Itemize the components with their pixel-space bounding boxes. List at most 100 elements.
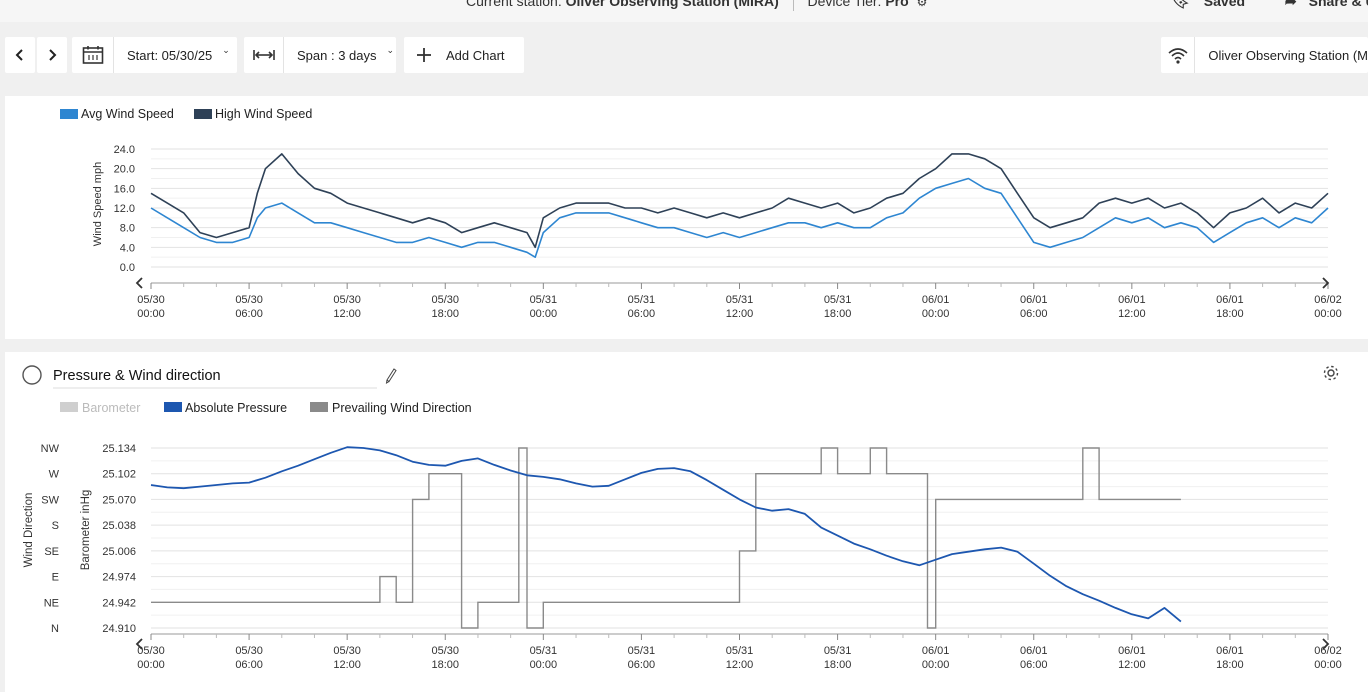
chart-toolbar: Start: 05/30/25 ⌄ Span : 3 days ⌄ Add Ch… [0,22,1368,88]
pressure-ticks: 25.134 25.102 25.070 25.038 25.006 24.974 24.9… [102,443,136,635]
station-info: Current station: Oliver Observing Statio… [466,0,928,12]
scroll-left-button[interactable] [135,277,143,289]
legend-item-high-wind[interactable]: High Wind Speed [194,107,312,121]
pressure-tick-label: 24.910 [102,623,136,635]
x-tick-date: 06/01 [1118,645,1146,657]
y-tick-label: 8.0 [120,223,135,235]
x-tick-time: 06:00 [235,308,263,320]
y-tick-label: 12.0 [114,203,135,215]
y-tick-label: 0.0 [120,262,135,274]
legend-item-barometer[interactable]: Barometer [60,401,140,415]
x-tick-date: 05/30 [137,645,165,657]
device-tier-label: Device Tier: [807,0,882,9]
x-tick-date: 06/02 [1314,294,1342,306]
wind-speed-panel: Avg Wind Speed High Wind Speed Wind Spee… [5,96,1368,339]
x-tick-date: 05/30 [431,294,459,306]
saved-button[interactable]: 🔖︎ Saved [1172,0,1245,10]
add-chart-button[interactable]: Add Chart [404,37,524,73]
x-tick-date: 06/01 [1020,645,1048,657]
legend: Avg Wind Speed High Wind Speed [60,107,312,121]
calendar-icon [72,37,114,73]
chevron-left-icon [135,638,143,650]
top-header: Current station: Oliver Observing Statio… [0,0,1368,22]
legend: Barometer Absolute Pressure Prevailing W… [60,401,472,415]
x-tick-date: 05/31 [824,645,852,657]
start-date-button[interactable]: Start: 05/30/25 ⌄ [72,37,237,73]
pressure-tick-label: 25.006 [102,546,136,558]
scroll-right-button[interactable] [1322,277,1330,289]
edit-title-button[interactable] [385,368,397,384]
y-ticks: 24.0 20.0 16.0 12.0 8.0 4.0 0.0 [114,144,135,274]
span-button[interactable]: Span : 3 days ⌄ [244,37,396,73]
pencil-icon [385,368,397,384]
direction-tick-label: SE [44,546,59,558]
chevron-right-icon [1322,277,1330,289]
x-tick-date: 05/31 [824,294,852,306]
legend-label-absolute-pressure: Absolute Pressure [185,401,287,415]
grid [151,447,1328,635]
start-date-label: Start: 05/30/25 [127,47,213,63]
chart-select-radio[interactable] [22,365,42,385]
x-tick-date: 05/31 [726,645,754,657]
pressure-tick-label: 25.038 [102,520,136,532]
x-tick-date: 05/31 [530,645,558,657]
direction-tick-label: E [52,572,59,584]
chevron-down-icon: ⌄ [222,44,230,55]
divider [792,0,794,12]
x-tick-date: 05/31 [628,645,656,657]
legend-label-high-wind: High Wind Speed [215,107,312,121]
y-tick-label: 16.0 [114,183,135,195]
legend-swatch-barometer [60,402,78,412]
direction-ticks: NW W SW S SE E NE N [41,443,60,635]
series-line-avg-wind-speed [150,177,1329,258]
pressure-tick-label: 24.974 [102,572,136,584]
y-tick-label: 4.0 [120,242,135,254]
series-line-absolute-pressure [150,446,1182,623]
next-button[interactable] [37,37,67,73]
span-arrows-icon [244,37,284,73]
x-tick-time: 00:00 [137,659,165,671]
y-tick-label: 20.0 [114,164,135,176]
x-tick-time: 18:00 [431,308,459,320]
direction-tick-label: N [51,623,59,635]
chevron-right-icon [49,49,57,61]
legend-item-avg-wind[interactable]: Avg Wind Speed [60,107,174,121]
x-tick-date: 06/02 [1314,645,1342,657]
legend-label-wind-direction: Prevailing Wind Direction [332,401,472,415]
x-tick-time: 18:00 [431,659,459,671]
x-tick-time: 18:00 [1216,308,1244,320]
prev-button[interactable] [5,37,35,73]
share-button[interactable]: ➦ Share & U [1285,0,1368,10]
gear-icon[interactable]: ⚙ [916,0,928,9]
y-tick-label: 24.0 [114,144,135,156]
pressure-tick-label: 25.102 [102,469,136,481]
direction-tick-label: S [52,520,59,532]
scroll-left-button[interactable] [135,638,143,650]
x-ticks: 05/30 00:00 05/30 06:00 05/30 12:00 05/30 18:00… [137,634,1342,671]
legend-swatch-wind-direction [310,402,328,412]
x-tick-time: 12:00 [1118,308,1146,320]
legend-swatch-absolute-pressure [164,402,182,412]
legend-item-wind-direction[interactable]: Prevailing Wind Direction [310,401,472,415]
span-label: Span : 3 days [297,47,377,63]
plus-icon [404,47,444,63]
scroll-right-button[interactable] [1322,638,1330,650]
x-tick-date: 06/01 [922,294,950,306]
direction-tick-label: SW [41,494,59,506]
add-chart-label: Add Chart [446,47,505,63]
station-selector-label: Oliver Observing Station (M [1208,47,1368,63]
y-axis-label-right: Barometer inHg [80,490,92,571]
series-line-prevailing-wind-direction [151,447,1181,629]
chevron-right-icon [1322,638,1330,650]
x-tick-time: 00:00 [530,659,558,671]
x-tick-time: 00:00 [922,308,950,320]
legend-item-absolute-pressure[interactable]: Absolute Pressure [164,401,287,415]
direction-tick-label: NW [41,443,60,455]
x-tick-time: 06:00 [1020,659,1048,671]
x-tick-date: 05/31 [530,294,558,306]
station-selector[interactable]: Oliver Observing Station (M [1161,37,1368,73]
device-tier-value: Pro [885,0,909,9]
wind-speed-chart: Avg Wind Speed High Wind Speed Wind Spee… [60,107,1342,320]
chart-settings-button[interactable] [1323,365,1339,381]
x-tick-date: 06/01 [1216,645,1244,657]
